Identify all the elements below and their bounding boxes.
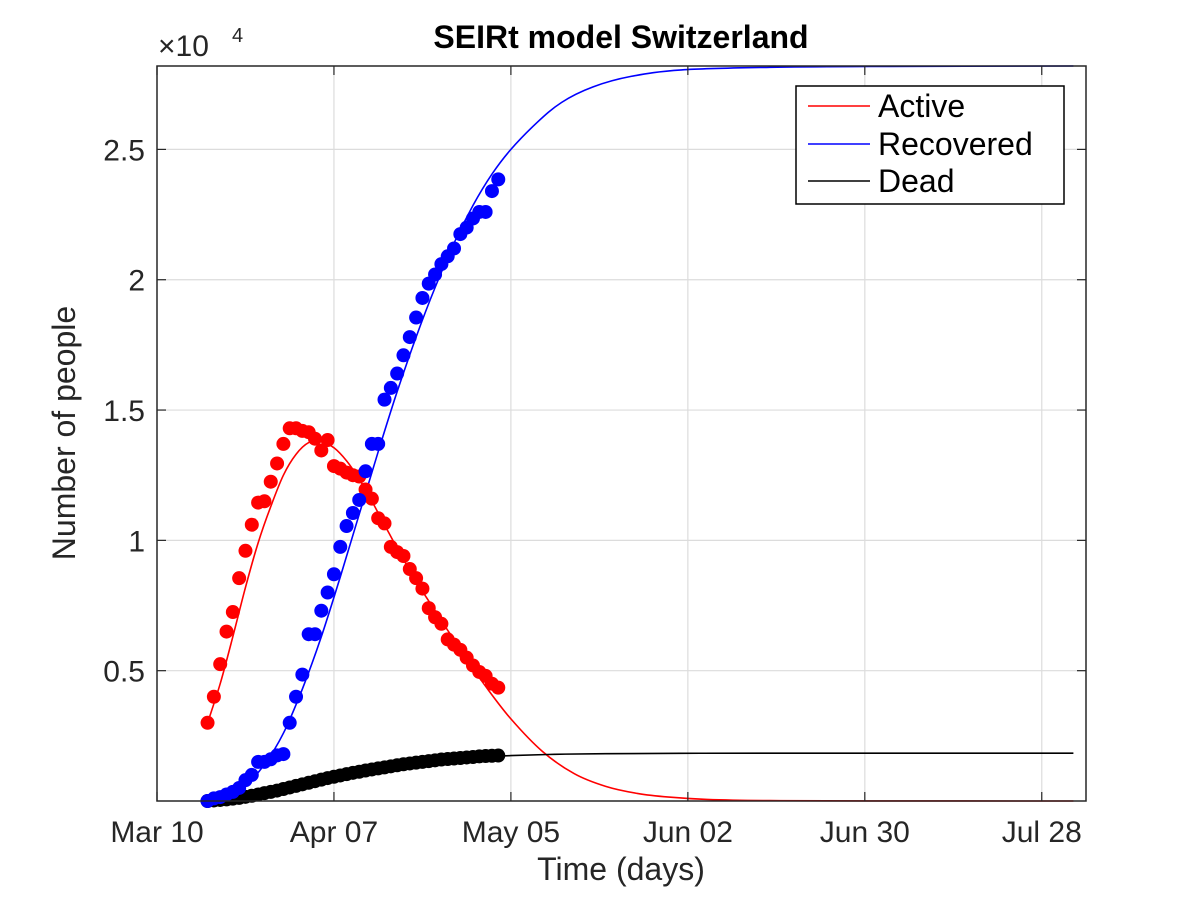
y-tick-label: 1 <box>128 525 145 558</box>
recovered-data-point <box>377 392 392 407</box>
recovered-data-point <box>314 603 329 618</box>
y-axis-label: Number of people <box>46 306 82 560</box>
active-data-point <box>244 517 259 532</box>
y-exponent-base: ×10 <box>158 30 209 63</box>
recovered-data-point <box>326 567 341 582</box>
active-data-point <box>409 571 424 586</box>
y-tick-label: 0.5 <box>103 656 145 689</box>
active-data-point <box>377 516 392 531</box>
recovered-data-point <box>402 330 417 345</box>
recovered-data-point <box>307 627 322 642</box>
active-data-point <box>232 571 247 586</box>
recovered-data-point <box>358 464 373 479</box>
legend-label-dead: Dead <box>878 163 955 199</box>
active-data-point <box>219 624 234 639</box>
recovered-data-point <box>484 184 499 199</box>
recovered-data-point <box>396 348 411 363</box>
recovered-data-point <box>289 689 304 704</box>
y-tick-label: 2 <box>128 265 145 298</box>
recovered-data-point <box>276 747 291 762</box>
active-data-point <box>213 657 228 672</box>
active-data-point <box>364 491 379 506</box>
legend: Active Recovered Dead <box>795 85 1065 205</box>
recovered-data-point <box>371 436 386 451</box>
recovered-data-point <box>282 715 297 730</box>
recovered-data-point <box>333 539 348 554</box>
x-tick-label: May 05 <box>462 816 560 849</box>
y-tick-label: 2.5 <box>103 134 145 167</box>
chart-title: SEIRt model Switzerland <box>433 19 808 55</box>
x-tick-label: Jul 28 <box>1002 816 1082 849</box>
recovered-data-point <box>409 310 424 325</box>
active-data-point <box>225 605 240 620</box>
active-data-point <box>276 436 291 451</box>
recovered-data-point <box>478 204 493 219</box>
recovered-data-point <box>383 380 398 395</box>
y-tick-label: 1.5 <box>103 395 145 428</box>
active-data-point <box>415 581 430 596</box>
recovered-data-point <box>295 667 310 682</box>
x-tick-label: Jun 02 <box>643 816 733 849</box>
active-data-point <box>434 616 449 631</box>
active-data-point <box>270 456 285 471</box>
recovered-data-point <box>428 267 443 282</box>
recovered-data-point <box>390 366 405 381</box>
active-data-point <box>263 474 278 489</box>
active-data-point <box>238 543 253 558</box>
active-data-point <box>320 433 335 448</box>
recovered-data-point <box>345 505 360 520</box>
recovered-data-point <box>447 241 462 256</box>
active-data-point <box>491 680 506 695</box>
x-tick-label: Apr 07 <box>290 816 378 849</box>
recovered-data-point <box>415 290 430 305</box>
axis-ticks: Mar 10 Apr 07 May 05 Jun 02 Jun 30 Jul 28 0.5 1… <box>103 66 1086 849</box>
active-data-point <box>257 494 272 509</box>
dead-data-point <box>491 748 506 763</box>
x-tick-label: Jun 30 <box>820 816 910 849</box>
active-data-point <box>206 689 221 704</box>
y-exponent: ×10 4 <box>158 25 243 63</box>
axes-box <box>156 65 1087 802</box>
active-data-point <box>307 431 322 446</box>
recovered-data-point <box>244 767 259 782</box>
y-exponent-power: 4 <box>232 25 243 47</box>
active-data-point <box>200 715 215 730</box>
recovered-data-point <box>339 519 354 534</box>
observed-points <box>200 172 506 808</box>
active-data-point <box>314 443 329 458</box>
recovered-data-point <box>320 585 335 600</box>
active-data-point <box>396 549 411 563</box>
legend-label-recovered: Recovered <box>878 126 1033 162</box>
recovered-data-point <box>352 492 367 507</box>
x-tick-label: Mar 10 <box>110 816 203 849</box>
recovered-data-point <box>491 172 506 187</box>
x-axis-label: Time (days) <box>537 851 705 887</box>
legend-label-active: Active <box>878 88 965 124</box>
